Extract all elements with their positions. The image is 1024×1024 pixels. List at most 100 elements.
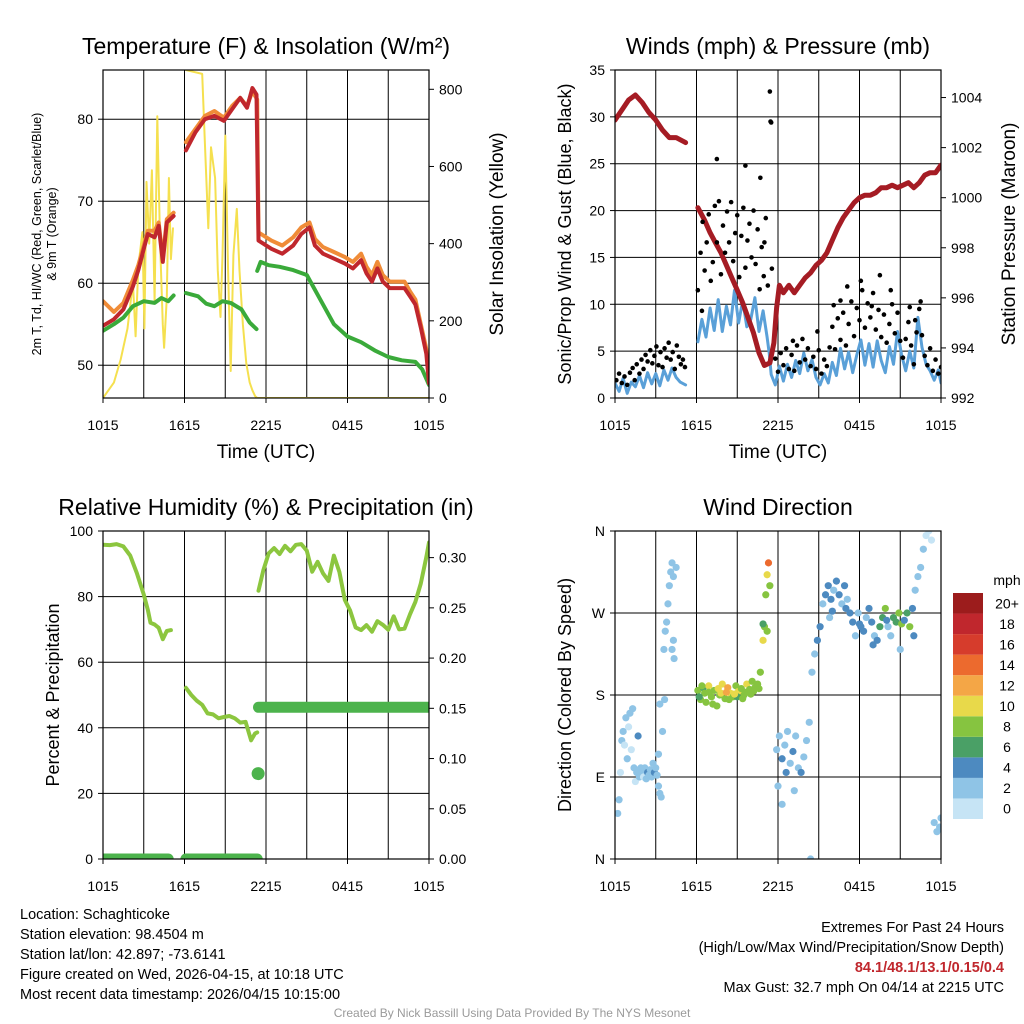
scatter-point-gust	[718, 271, 724, 277]
series-line-sonic-wind	[696, 288, 941, 387]
scatter-point-gust	[878, 334, 884, 340]
colorbar-swatch	[953, 757, 983, 778]
scatter-point-gust	[708, 278, 714, 284]
x-tick-label: 0415	[332, 417, 363, 433]
wind-direction-point	[755, 685, 763, 693]
wind-direction-point	[805, 718, 813, 726]
y-tick-label: 40	[77, 720, 93, 736]
y2-tick-label: 1000	[951, 190, 982, 206]
scatter-point-gust	[724, 209, 730, 214]
colorbar-swatch	[953, 777, 983, 799]
colorbar-swatch	[953, 798, 983, 819]
scatter-point-gust	[831, 302, 836, 308]
wind-direction-point	[763, 627, 771, 635]
scatter-point-gust	[674, 343, 680, 348]
x-tick-label: 1015	[87, 417, 118, 433]
scatter-point-gust	[743, 265, 748, 271]
wind-direction-point	[821, 591, 830, 599]
scatter-point-gust	[790, 338, 796, 344]
scatter-point-gust	[805, 346, 811, 351]
wind-direction-point	[930, 818, 938, 827]
scatter-point-gust	[840, 310, 846, 316]
scatter-point-gust	[821, 357, 827, 362]
y-axis-label-line: & 9m T (Orange)	[45, 187, 59, 280]
wind-direction-point	[811, 650, 819, 658]
scatter-point-gust	[616, 371, 622, 376]
scatter-point-gust	[933, 357, 938, 362]
y2-tick-label: 0.30	[439, 550, 466, 566]
wind-direction-point	[824, 582, 832, 590]
wind-direction-point	[672, 563, 680, 572]
wind-direction-point	[925, 531, 933, 535]
wind-direction-point	[624, 723, 633, 731]
wind-direction-point	[876, 623, 884, 631]
scatter-point-gust	[843, 343, 849, 348]
wind-direction-point	[835, 591, 843, 599]
wind-direction-point	[914, 572, 922, 581]
scatter-point-gust	[786, 366, 792, 372]
wind-direction-point	[790, 787, 798, 795]
y2-tick-label: 200	[439, 313, 463, 329]
wind-direction-point	[789, 747, 797, 756]
scatter-point-gust	[870, 290, 876, 296]
x-tick-label: 1015	[925, 417, 956, 433]
wind-direction-point	[782, 768, 790, 777]
scatter-point-gust	[775, 369, 781, 375]
chart-rh: 1015 1615 2215 0415 1015 0 20 40 60 80 100 0.00 0.05…	[43, 494, 474, 894]
plot-area-winds	[615, 89, 941, 395]
wind-direction-point	[766, 582, 774, 590]
wind-direction-point	[620, 741, 629, 749]
chart-wdir: 1015 1615 2215 0415 1015 N E S W N Wind Direction D…	[555, 494, 1021, 894]
x-tick-label: 1015	[87, 878, 118, 894]
wind-direction-point	[910, 632, 918, 640]
x-tick-label: 1615	[681, 878, 712, 894]
scatter-point-gust	[912, 317, 918, 323]
wind-direction-point	[797, 768, 805, 777]
wind-direction-point	[725, 695, 733, 704]
scatter-point-gust	[862, 325, 868, 331]
scatter-point-gust	[792, 368, 797, 374]
scatter-point-gust	[755, 227, 760, 232]
station-elevation: Station elevation: 98.4504 m	[20, 927, 204, 943]
scatter-point-gust	[714, 240, 720, 245]
series-line-2m-t	[103, 214, 176, 328]
wind-direction-point	[865, 604, 873, 613]
wind-direction-point	[702, 698, 710, 706]
wind-direction-point	[881, 604, 889, 613]
y2-axis-label: Solar Insolation (Yellow)	[487, 132, 508, 335]
wind-direction-point	[657, 793, 665, 801]
wind-direction-point	[832, 577, 841, 585]
scatter-point-gust	[851, 333, 857, 339]
scatter-point-gust	[925, 362, 930, 368]
scatter-point-gust	[854, 305, 860, 311]
wind-direction-point	[741, 688, 750, 696]
wind-direction-point	[911, 586, 919, 594]
scatter-point-gust	[722, 250, 728, 256]
colorbar-swatch	[953, 695, 983, 717]
colorbar-label: 0	[1003, 801, 1011, 817]
wind-direction-point	[827, 595, 835, 603]
scatter-point-gust	[892, 331, 898, 336]
chart-title: Temperature (F) & Insolation (W/m²)	[82, 33, 450, 59]
wind-direction-point	[743, 680, 751, 688]
y2-tick-label: 996	[951, 290, 975, 306]
y-tick-label: 80	[77, 111, 93, 127]
y2-tick-label: 0.00	[439, 851, 466, 867]
chart-title: Winds (mph) & Pressure (mb)	[626, 33, 930, 59]
scatter-point-gust	[881, 312, 887, 317]
scatter-point-gust	[654, 344, 659, 349]
scatter-point-gust	[739, 233, 744, 239]
wind-direction-point	[896, 645, 904, 654]
colorbar: mph 0 2 4 6 8 10 12 14 16 18 20+	[953, 572, 1021, 819]
wind-direction-point	[669, 636, 678, 644]
colorbar-swatch	[953, 736, 983, 758]
scatter-point-gust	[759, 244, 764, 250]
wind-direction-point	[887, 632, 895, 640]
scatter-point-gust	[658, 349, 663, 355]
wind-direction-point	[663, 618, 671, 626]
scatter-point-gust	[619, 380, 625, 386]
wind-direction-point	[808, 668, 816, 676]
scatter-point-gust	[645, 359, 650, 364]
y-tick-label: 15	[589, 249, 605, 265]
x-tick-label: 0415	[844, 878, 875, 894]
